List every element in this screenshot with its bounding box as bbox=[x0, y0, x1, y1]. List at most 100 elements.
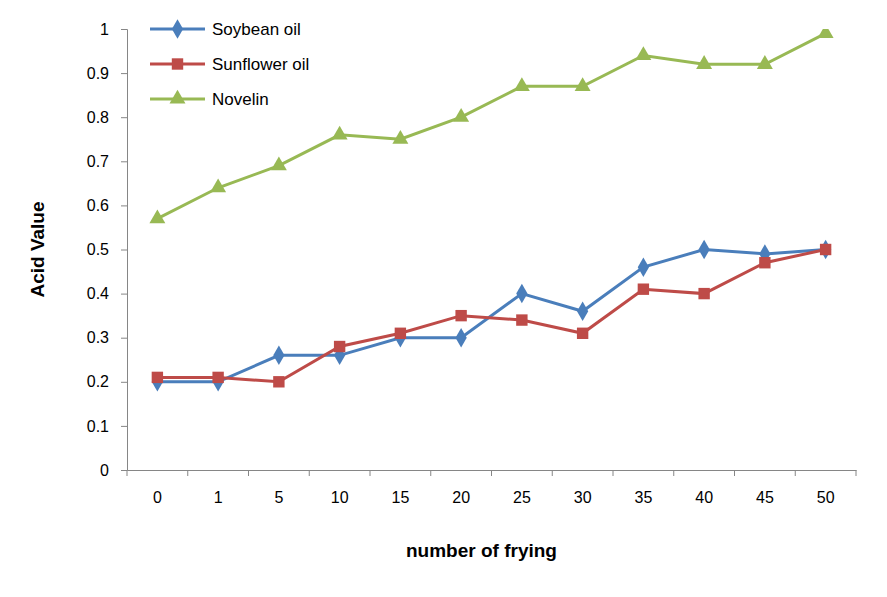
y-tick-mark bbox=[121, 117, 127, 118]
x-tick-mark bbox=[187, 470, 188, 476]
y-tick-mark bbox=[121, 382, 127, 383]
series-marker bbox=[698, 288, 709, 299]
y-tick-mark bbox=[121, 250, 127, 251]
x-tick-mark bbox=[856, 470, 857, 476]
x-tick: 1 bbox=[214, 470, 223, 506]
x-tick: 30 bbox=[574, 470, 592, 506]
x-tick-mark bbox=[795, 470, 796, 476]
y-tick: 1 bbox=[100, 21, 127, 38]
legend-entry: Soybean oil bbox=[150, 19, 301, 39]
y-tick-label: 0.9 bbox=[87, 65, 109, 82]
x-tick-label: 30 bbox=[574, 489, 592, 506]
y-tick-mark bbox=[121, 29, 127, 30]
series-line bbox=[157, 250, 825, 382]
y-tick-label: 0.6 bbox=[87, 197, 109, 214]
y-tick: 0 bbox=[100, 462, 127, 479]
y-tick-label: 0.3 bbox=[87, 329, 109, 346]
x-tick: 10 bbox=[331, 470, 349, 506]
series-marker bbox=[273, 346, 284, 366]
series-marker bbox=[635, 46, 651, 60]
series-marker bbox=[516, 314, 527, 325]
legend: Soybean oil Sunflower oil Novelin bbox=[150, 19, 309, 109]
x-tick: 25 bbox=[513, 470, 531, 506]
series-marker bbox=[273, 376, 284, 387]
y-tick-mark bbox=[121, 338, 127, 339]
x-tick-marks bbox=[127, 470, 856, 476]
x-tick-label: 1 bbox=[214, 489, 223, 506]
x-tick-mark bbox=[127, 470, 128, 476]
x-tick: 50 bbox=[817, 470, 835, 506]
chart: 00.10.20.30.40.50.60.70.80.9101510152025… bbox=[0, 0, 887, 597]
x-tick-label: 10 bbox=[331, 489, 349, 506]
y-tick: 0.8 bbox=[87, 109, 127, 126]
series bbox=[152, 244, 832, 388]
series-marker bbox=[516, 284, 527, 304]
y-tick-mark bbox=[121, 73, 127, 74]
series-line bbox=[157, 250, 825, 382]
x-tick-mark bbox=[370, 470, 371, 476]
y-tick-label: 1 bbox=[100, 21, 109, 38]
x-tick-label: 15 bbox=[391, 489, 409, 506]
legend-label: Soybean oil bbox=[212, 20, 301, 39]
x-tick-label: 45 bbox=[756, 489, 774, 506]
y-tick-label: 0.5 bbox=[87, 241, 109, 258]
x-tick-mark bbox=[491, 470, 492, 476]
y-tick: 0.9 bbox=[87, 65, 127, 82]
x-tick: 35 bbox=[634, 470, 652, 506]
y-tick: 0.2 bbox=[87, 373, 127, 390]
x-tick: 15 bbox=[391, 470, 409, 506]
series-marker bbox=[392, 130, 408, 144]
series-marker bbox=[577, 328, 588, 339]
legend-marker bbox=[170, 90, 186, 104]
x-tick-mark bbox=[248, 470, 249, 476]
series-marker bbox=[453, 108, 469, 122]
series-marker bbox=[395, 328, 406, 348]
y-tick: 0.3 bbox=[87, 329, 127, 346]
series-marker bbox=[820, 240, 831, 260]
y-tick-mark bbox=[121, 426, 127, 427]
y-tick-mark bbox=[121, 161, 127, 162]
x-tick-mark bbox=[613, 470, 614, 476]
x-tick: 0 bbox=[153, 470, 162, 506]
x-tick-label: 5 bbox=[274, 489, 283, 506]
x-tick-label: 50 bbox=[817, 489, 835, 506]
series-marker bbox=[698, 240, 709, 260]
x-tick-label: 20 bbox=[452, 489, 470, 506]
x-tick-mark bbox=[673, 470, 674, 476]
series-marker bbox=[152, 372, 163, 383]
y-tick: 0.4 bbox=[87, 285, 127, 302]
y-tick: 0.1 bbox=[87, 418, 127, 435]
series bbox=[152, 240, 832, 392]
series-group bbox=[149, 29, 833, 392]
legend-label: Sunflower oil bbox=[212, 55, 309, 74]
x-tick-mark bbox=[430, 470, 431, 476]
x-tick-label: 35 bbox=[634, 489, 652, 506]
x-axis: 015101520253035404550 bbox=[128, 470, 857, 506]
series-marker bbox=[638, 283, 649, 294]
legend-label: Novelin bbox=[212, 90, 269, 109]
y-axis: 0 0.1 0.2 0.3 0.4 0.5 0.6 0.7 0.8 0.9 1 bbox=[87, 21, 128, 479]
series-marker bbox=[210, 179, 226, 193]
series-marker bbox=[514, 77, 530, 91]
y-axis-title: Acid Value bbox=[27, 201, 48, 297]
series-marker bbox=[455, 310, 466, 321]
series-marker bbox=[332, 126, 348, 140]
series-marker bbox=[818, 29, 834, 38]
series-marker bbox=[757, 55, 773, 69]
series-marker bbox=[212, 372, 223, 392]
x-tick: 45 bbox=[756, 470, 774, 506]
legend-entry: Sunflower oil bbox=[150, 55, 309, 74]
series-marker bbox=[152, 372, 163, 392]
x-tick-label: 25 bbox=[513, 489, 531, 506]
y-tick: 0.7 bbox=[87, 153, 127, 170]
series bbox=[149, 29, 833, 223]
series-marker bbox=[271, 157, 287, 171]
x-tick-label: 0 bbox=[153, 489, 162, 506]
x-tick: 20 bbox=[452, 470, 470, 506]
series-marker bbox=[577, 301, 588, 321]
series-marker bbox=[759, 257, 770, 268]
y-tick-label: 0.2 bbox=[87, 373, 109, 390]
series-marker bbox=[696, 55, 712, 69]
y-tick-label: 0.7 bbox=[87, 153, 109, 170]
series-marker bbox=[212, 372, 223, 383]
